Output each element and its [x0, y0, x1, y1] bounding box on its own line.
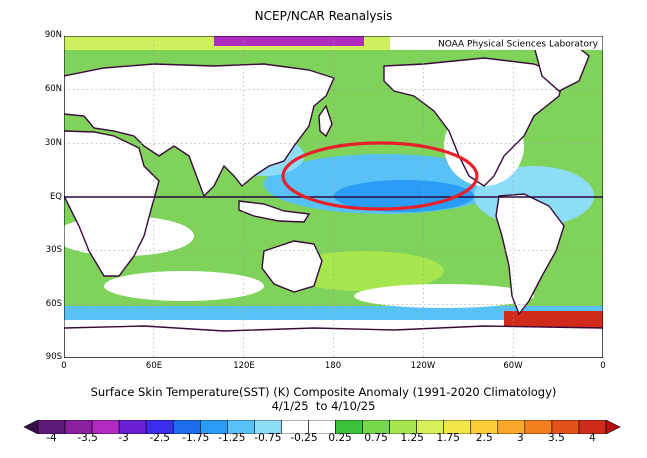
colorbar-tick-label: 0.25 [328, 432, 352, 444]
colorbar-tick-label: 3.5 [548, 432, 565, 444]
colorbar-tick-label: 2.5 [475, 432, 493, 444]
lat-label-90n: 90N [44, 30, 62, 40]
sst-anomaly-map: NOAA Physical Sciences Laboratory [64, 36, 603, 358]
lat-label-90s: 90S [45, 352, 62, 362]
colorbar-tick-label: -0.25 [290, 432, 318, 444]
lon-label-0: 0 [61, 361, 67, 371]
colorbar-tick-label: -0.75 [254, 432, 282, 444]
lat-label-30s: 30S [45, 245, 62, 255]
colorbar-tick-label: 4 [589, 432, 596, 444]
colorbar-tick-label: 0.75 [364, 432, 388, 444]
caption-variable: Surface Skin Temperature(SST) (K) Compos… [90, 385, 557, 399]
lon-label-60w: 60W [503, 361, 523, 371]
lon-label-120e: 120E [233, 361, 255, 371]
colorbar-tick-label: 3 [517, 432, 524, 444]
colorbar-min-arrow [23, 420, 39, 434]
africa [64, 130, 160, 277]
colorbar-tick-label: -2.5 [149, 432, 170, 444]
colorbar-tick-label: -4 [46, 432, 57, 444]
australia [261, 240, 323, 293]
lat-label-30n: 30N [44, 138, 62, 148]
colorbar-tick-label: -3.5 [77, 432, 98, 444]
colorbar-tick-label: 1.25 [400, 432, 424, 444]
lat-label-60n: 60N [44, 84, 62, 94]
colorbar-tick-label: -3 [118, 432, 129, 444]
colorbar-tick-label: -1.75 [182, 432, 210, 444]
credit-box [390, 36, 603, 50]
highlight-ring [281, 141, 479, 211]
map-title: NCEP/NCAR Reanalysis [254, 9, 393, 23]
credit-label: NOAA Physical Sciences Laboratory [438, 40, 599, 50]
colorbar-max-arrow [605, 420, 621, 434]
lon-label-60e: 60E [145, 361, 163, 371]
japan [318, 104, 333, 138]
eurasia [64, 63, 335, 198]
colorbar-tick-label: 1.75 [436, 432, 460, 444]
lon-label-0-end: 0 [600, 361, 606, 371]
lat-label-eq: EQ [49, 192, 62, 202]
lon-label-120w: 120W [410, 361, 436, 371]
colorbar [23, 420, 621, 434]
lon-label-180: 180 [324, 361, 342, 371]
caption-dates: 4/1/25 to 4/10/25 [271, 399, 376, 413]
lat-label-60s: 60S [45, 299, 62, 309]
colorbar-tick-label: -1.25 [218, 432, 246, 444]
